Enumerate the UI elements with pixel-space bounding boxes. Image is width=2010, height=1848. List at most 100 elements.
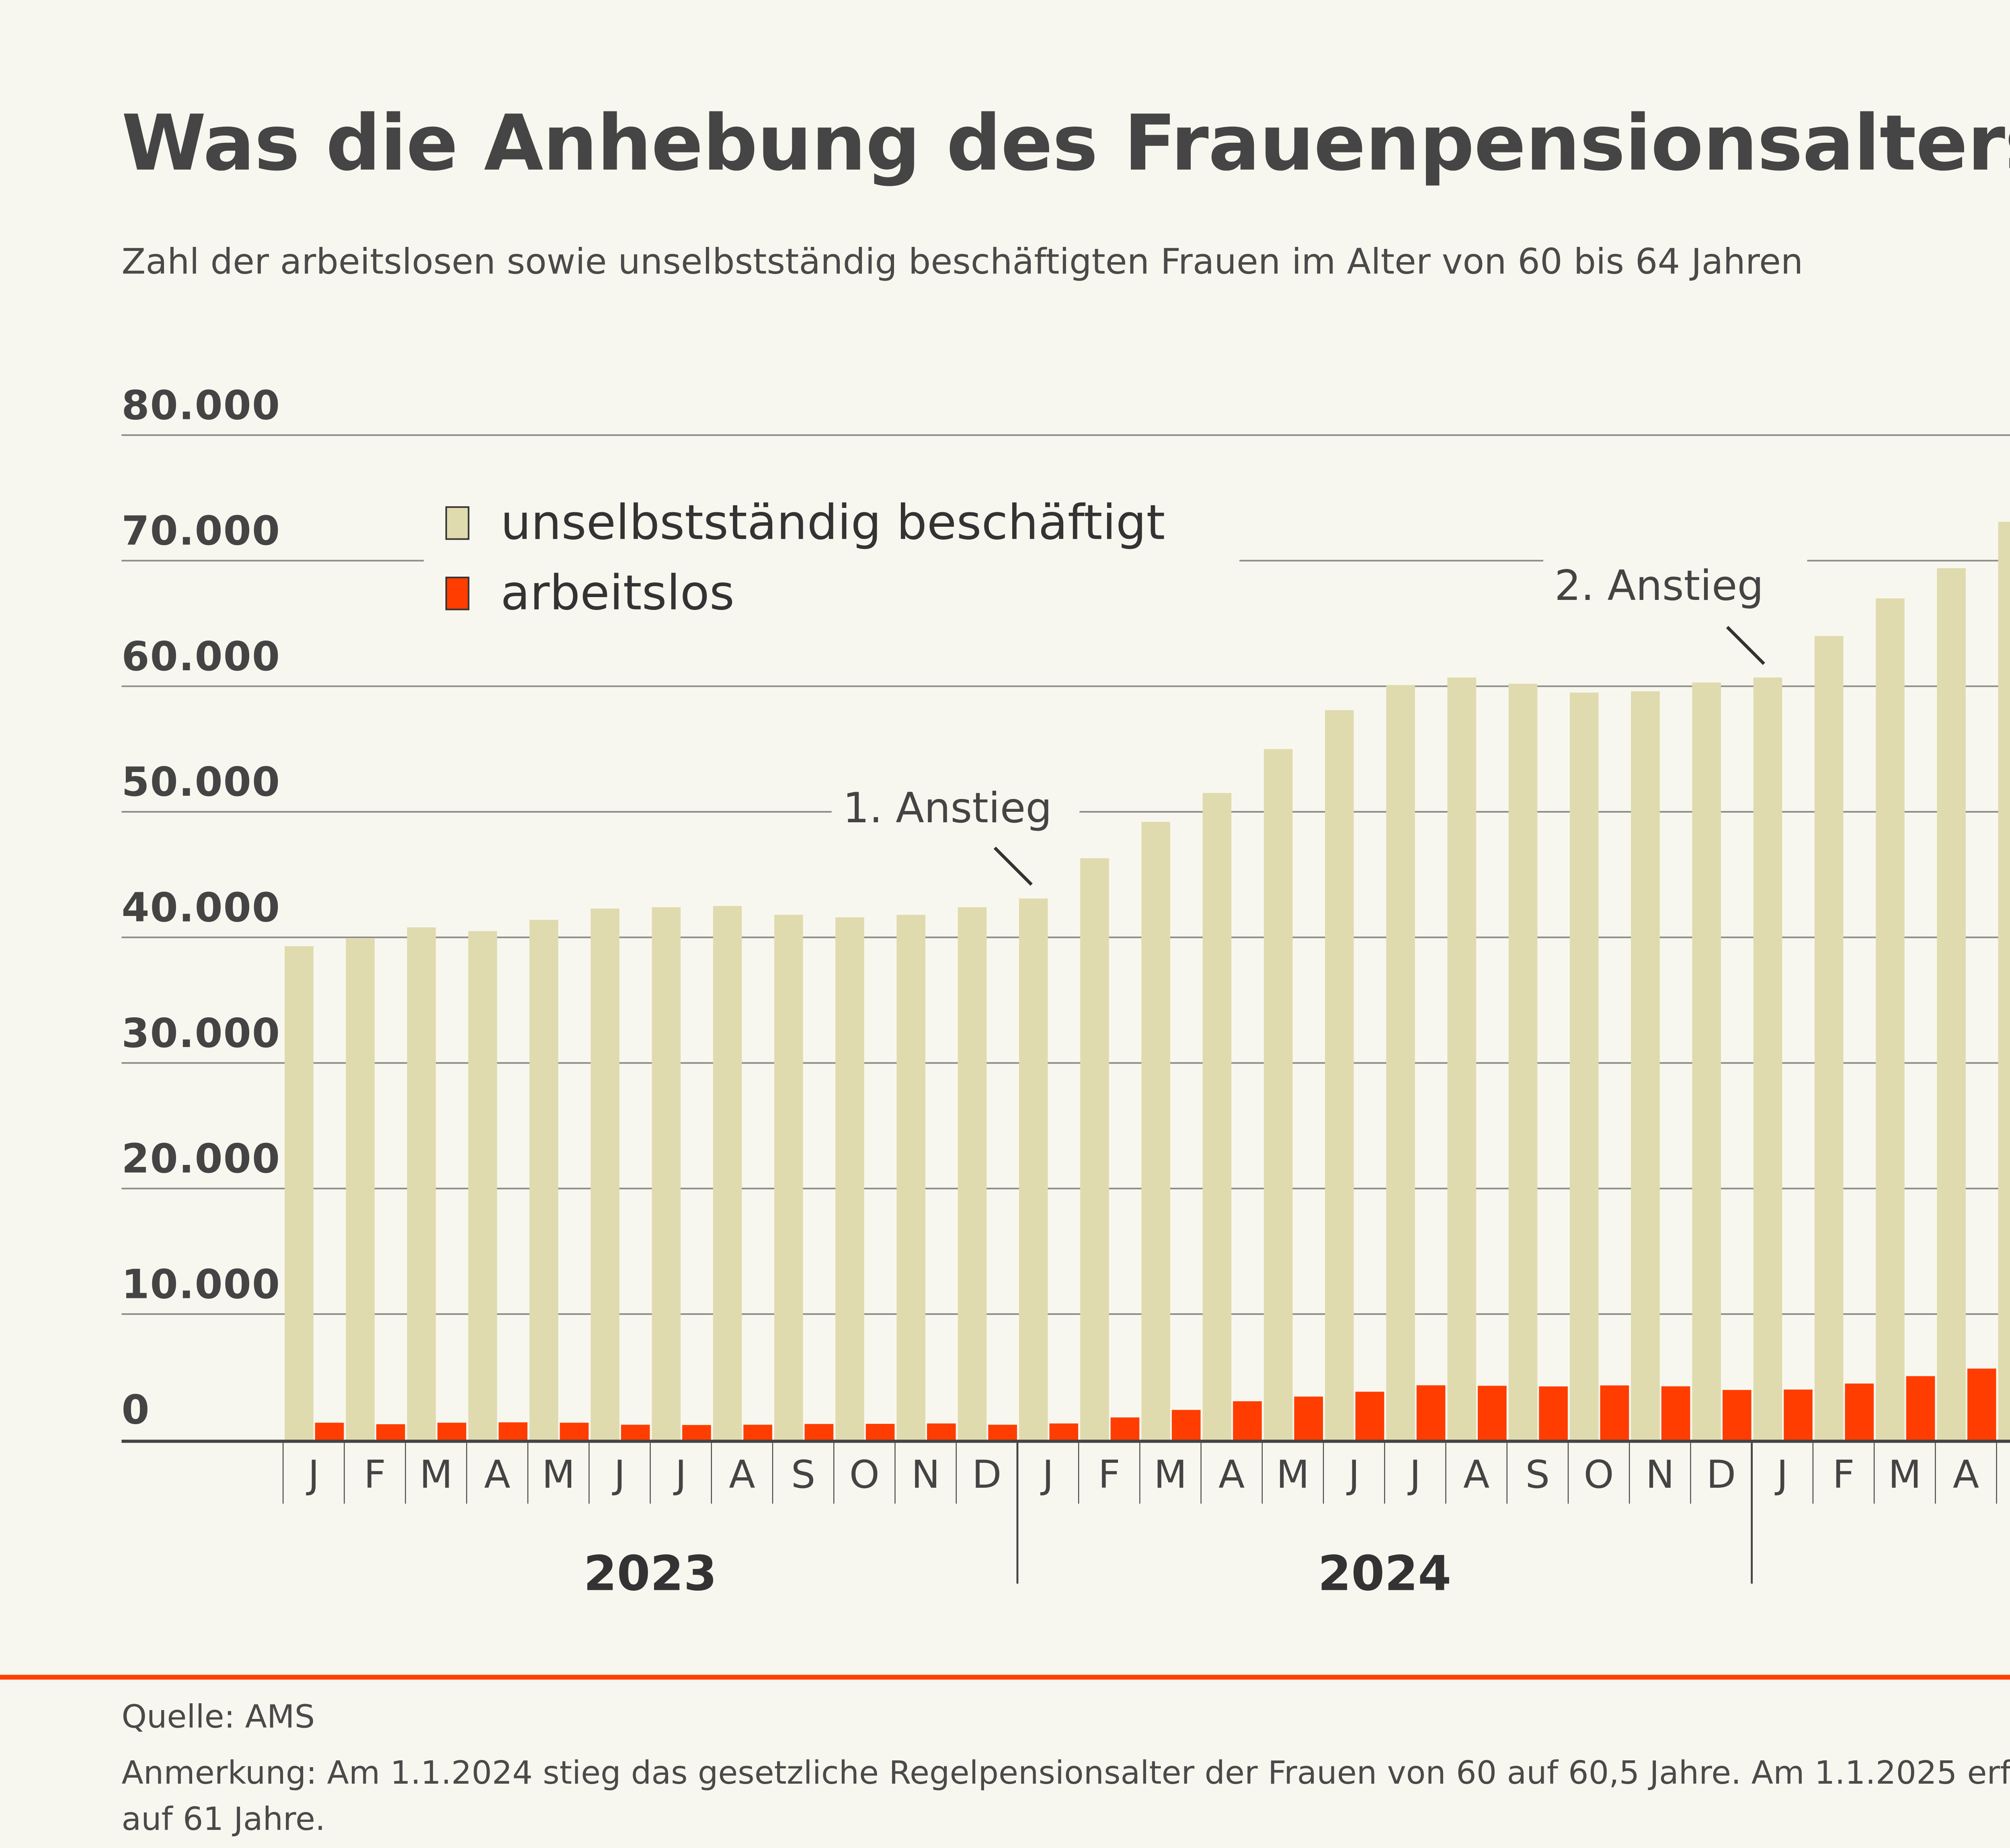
bar-unemployed [1845, 1383, 1874, 1440]
bar-employed [285, 946, 314, 1440]
chart-title: Was die Anhebung des Frauenpensionsalter… [121, 99, 2010, 189]
legend-background [424, 480, 1240, 624]
bar-employed [1998, 522, 2010, 1440]
annotation-background [831, 774, 1080, 838]
y-tick-label: 80.000 [121, 382, 281, 429]
annotation-background [1543, 552, 1807, 616]
chart-subtitle: Zahl der arbeitslosen sowie unselbststän… [121, 243, 1803, 283]
bar-unemployed [1906, 1376, 1935, 1440]
bar-employed [529, 920, 558, 1440]
bar-unemployed [1967, 1368, 1996, 1440]
y-tick-label: 40.000 [121, 885, 281, 931]
x-tick-label: J [1040, 1452, 1054, 1497]
bar-unemployed [1233, 1401, 1262, 1440]
bar-employed [1263, 749, 1293, 1440]
bar-unemployed [1049, 1423, 1079, 1440]
year-label: 2023 [583, 1546, 717, 1602]
bar-employed [346, 938, 375, 1440]
x-tick-label: M [542, 1452, 575, 1497]
y-tick-label: 30.000 [121, 1010, 281, 1057]
bar-employed [1080, 858, 1109, 1440]
x-tick-label: J [1407, 1452, 1421, 1497]
bar-unemployed [927, 1423, 956, 1440]
bar-unemployed [560, 1423, 589, 1440]
bar-unemployed [1110, 1417, 1140, 1440]
bar-employed [1876, 598, 1905, 1440]
bar-employed [1814, 636, 1844, 1440]
x-tick-label: A [1463, 1452, 1489, 1497]
bar-employed [1508, 684, 1538, 1440]
x-tick-label: J [1346, 1452, 1360, 1497]
x-tick-label: O [849, 1452, 880, 1497]
x-tick-label: D [972, 1452, 1002, 1497]
bar-employed [1631, 691, 1660, 1440]
bar-unemployed [376, 1424, 405, 1440]
bar-employed [958, 907, 987, 1440]
bar-unemployed [1355, 1392, 1384, 1440]
x-tick-label: M [1276, 1452, 1309, 1497]
bar-unemployed [1784, 1389, 1813, 1440]
gridlines [121, 434, 2010, 1315]
bar-employed [835, 917, 864, 1440]
bar-unemployed [743, 1425, 772, 1440]
y-tick-label: 60.000 [121, 634, 281, 680]
bar-employed [1386, 685, 1415, 1440]
bar-employed [896, 915, 926, 1440]
x-tick-label: A [1953, 1452, 1979, 1497]
bar-unemployed [1416, 1385, 1446, 1440]
y-axis-ticks: 0 10.000 20.000 30.000 40.000 50.000 60.000 70.… [121, 382, 281, 1433]
x-tick-label: M [420, 1452, 453, 1497]
bar-unemployed [804, 1424, 834, 1440]
bar-unemployed [1539, 1386, 1568, 1440]
annotation-leader-line [993, 846, 1033, 886]
x-axis: JFMAMJJASONDJFMAMJJASONDJFMAMJJASO202320… [121, 1439, 2010, 1602]
bar-employed [468, 931, 497, 1440]
annotation-label: 1. Anstieg [843, 784, 1052, 832]
bar-unemployed [498, 1422, 528, 1440]
x-tick-label: A [729, 1452, 755, 1497]
x-tick-label: S [791, 1452, 816, 1497]
x-tick-label: A [1218, 1452, 1245, 1497]
x-tick-label: A [484, 1452, 510, 1497]
bar-unemployed [621, 1425, 650, 1440]
year-label: 2024 [1318, 1546, 1451, 1602]
bar-unemployed [866, 1424, 895, 1440]
bar-employed [774, 915, 803, 1440]
x-tick-label: O [1583, 1452, 1614, 1497]
source-note: Quelle: AMS [121, 1697, 315, 1736]
bar-unemployed [1294, 1396, 1323, 1440]
bar-employed [1569, 692, 1599, 1440]
bar-employed [1325, 710, 1354, 1440]
legend-label-employed: unselbstständig beschäftigt [500, 495, 1165, 551]
bar-employed [1937, 568, 1966, 1440]
x-tick-label: J [1775, 1452, 1788, 1497]
footer-divider [0, 1675, 2010, 1680]
bar-employed [1202, 793, 1232, 1440]
legend-swatch-employed [445, 506, 470, 540]
legend-swatch-unemployed [445, 577, 470, 610]
bar-employed [407, 927, 436, 1440]
bar-employed [652, 907, 681, 1440]
x-tick-label: J [306, 1452, 319, 1497]
x-tick-label: S [1526, 1452, 1550, 1497]
bar-employed [1141, 821, 1170, 1440]
x-tick-label: D [1706, 1452, 1736, 1497]
x-tick-label: F [364, 1452, 386, 1497]
x-tick-label: N [1646, 1452, 1674, 1497]
bar-unemployed [988, 1425, 1017, 1440]
bar-unemployed [1600, 1385, 1629, 1440]
annotation-leader-line [1726, 626, 1765, 665]
bar-unemployed [437, 1423, 466, 1440]
x-tick-label: M [1888, 1452, 1921, 1497]
x-tick-label: F [1833, 1452, 1855, 1497]
y-tick-label: 0 [121, 1387, 150, 1433]
x-tick-label: J [612, 1452, 625, 1497]
bar-employed [1692, 682, 1721, 1440]
footnote: Anmerkung: Am 1.1.2024 stieg das gesetzl… [121, 1753, 2010, 1838]
x-tick-label: J [673, 1452, 687, 1497]
bar-unemployed [315, 1423, 344, 1440]
bar-unemployed [1478, 1386, 1507, 1440]
annotations: 1. Anstieg 2. Anstieg [831, 552, 1807, 886]
